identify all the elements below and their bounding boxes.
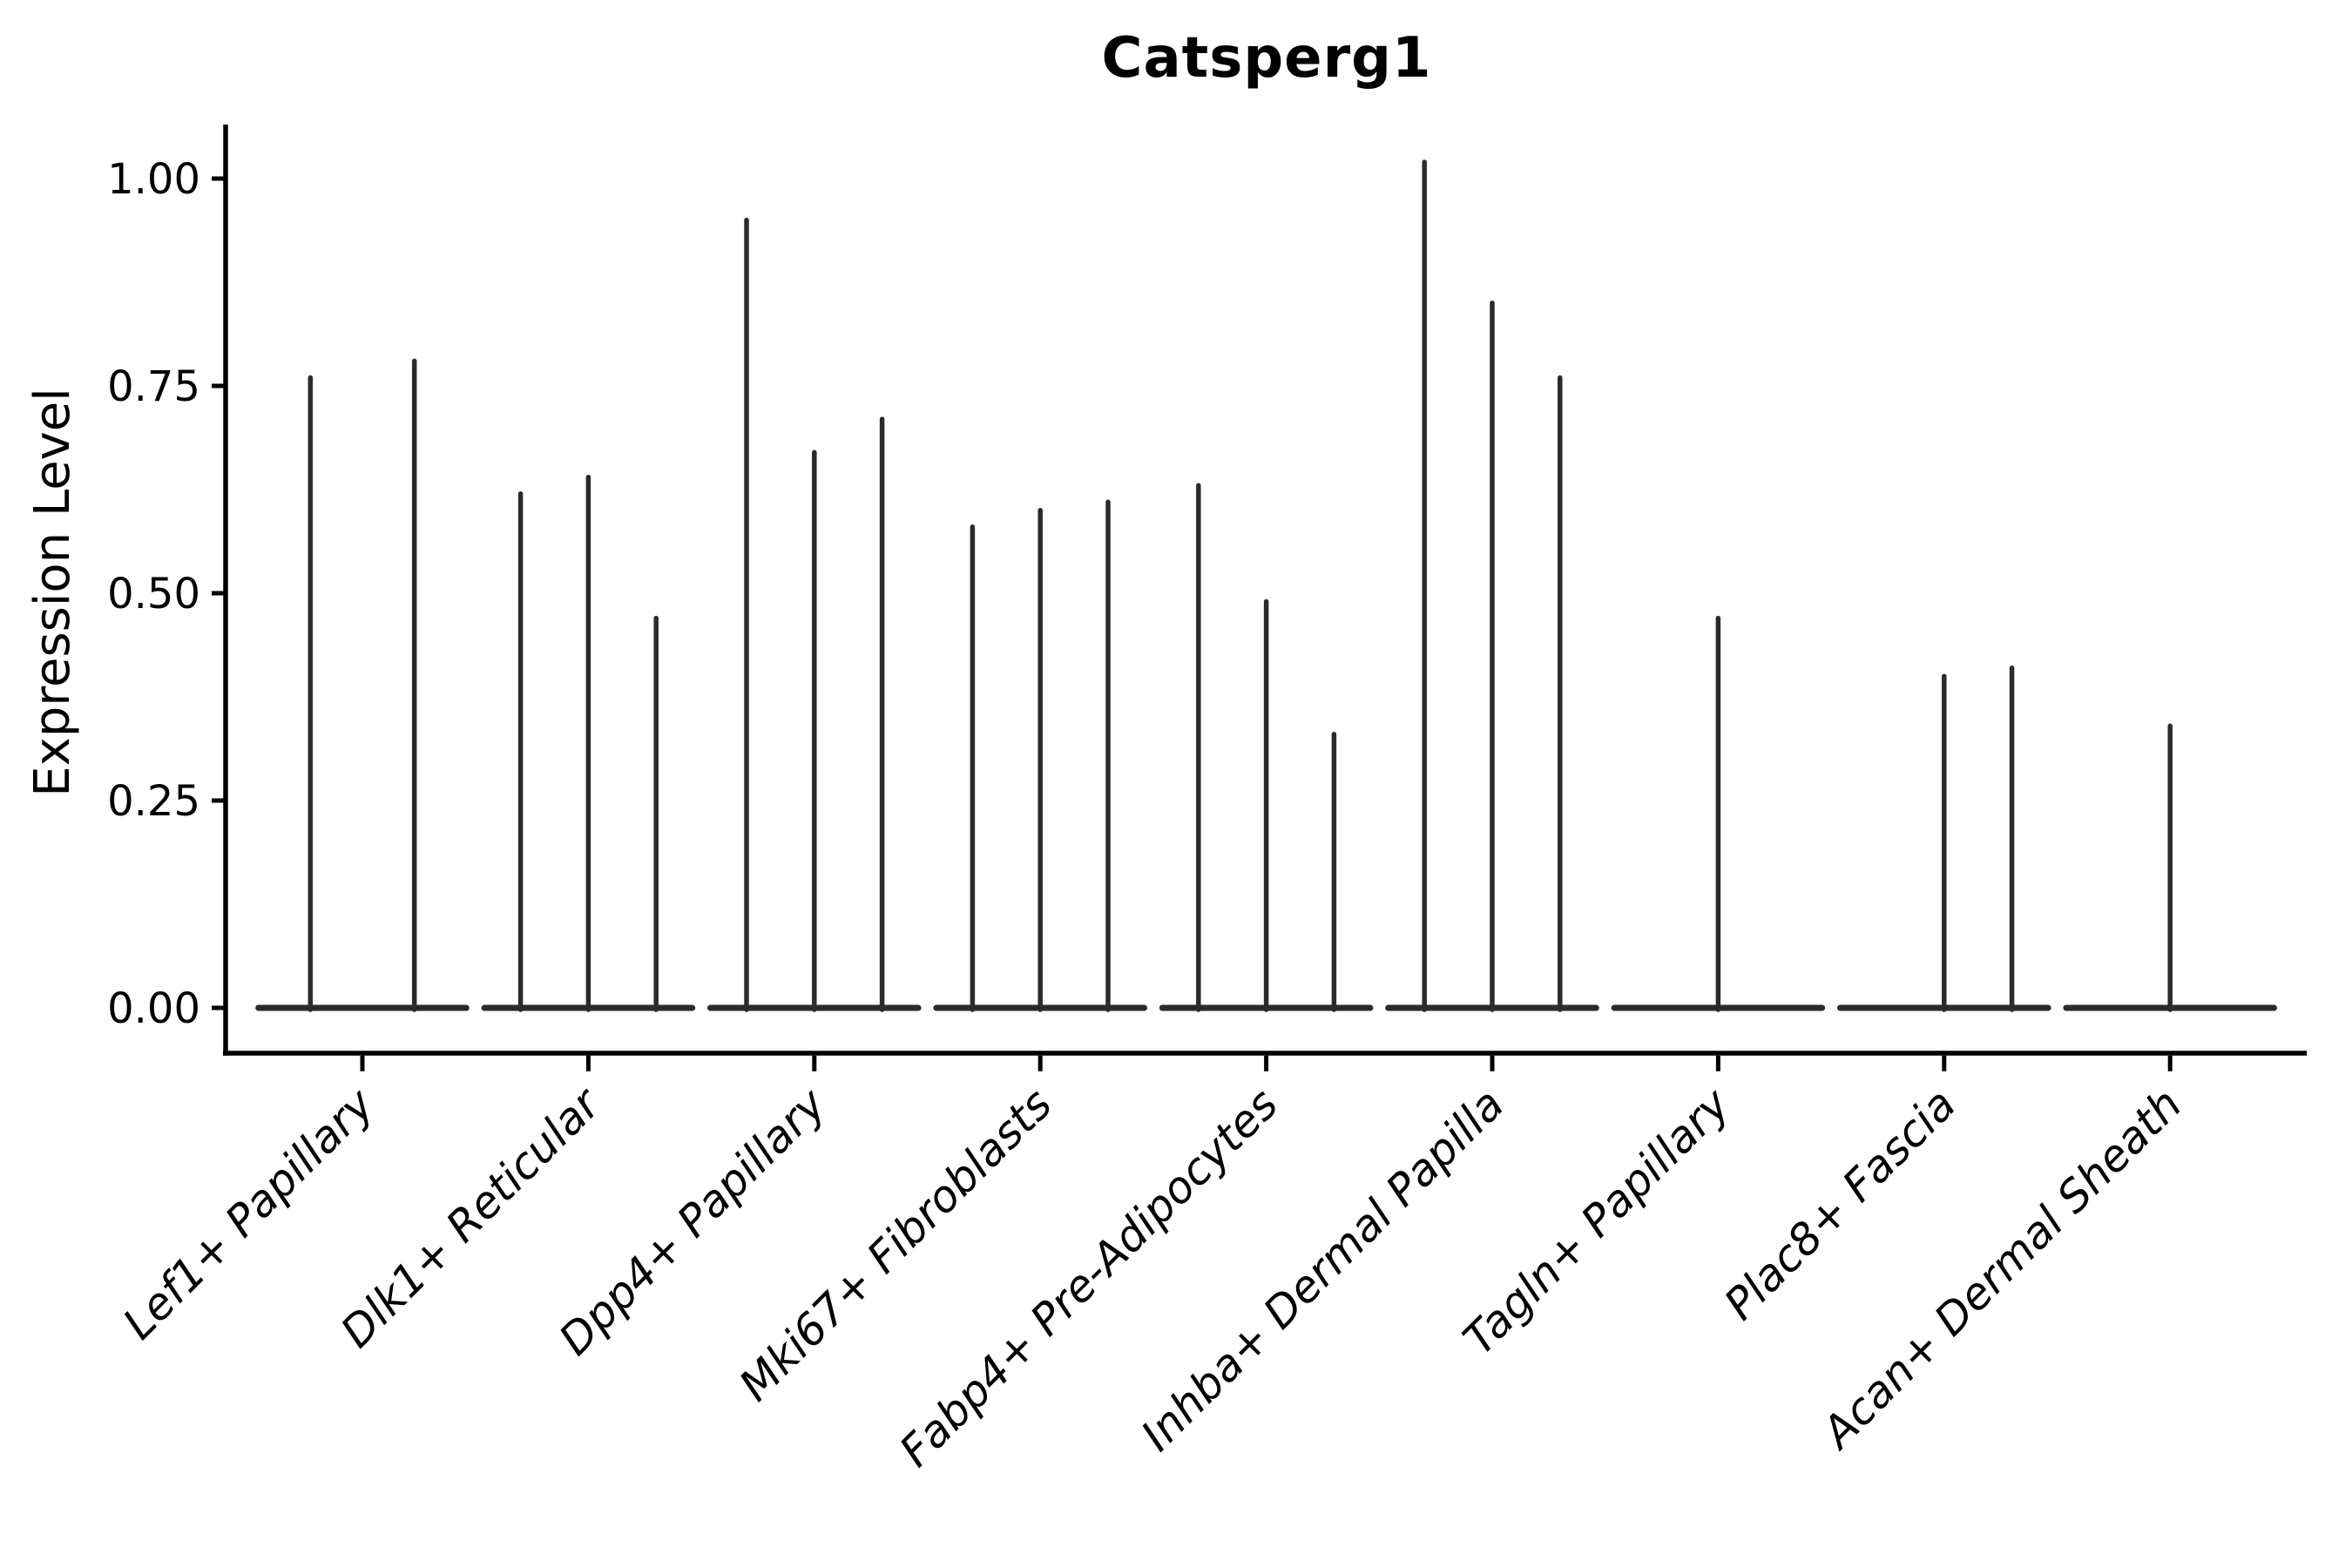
- y-tick-label: 1.00: [107, 155, 200, 204]
- y-axis-label: Expression Level: [24, 388, 81, 797]
- x-tick-label: Fabp4+ Pre-Adipocytes: [890, 1078, 1288, 1477]
- x-tick-label: Plac8+ Fascia: [1714, 1078, 1965, 1329]
- y-tick-label: 0.50: [107, 570, 200, 618]
- chart-title: Catsperg1: [1101, 26, 1432, 91]
- y-tick-label: 0.00: [107, 984, 200, 1033]
- y-tick-label: 0.75: [107, 362, 200, 411]
- y-tick-label: 0.25: [107, 777, 200, 826]
- x-tick-label: Acan+ Dermal Sheath: [1811, 1078, 2192, 1459]
- x-tick-label: Inhba+ Dermal Papilla: [1132, 1078, 1513, 1460]
